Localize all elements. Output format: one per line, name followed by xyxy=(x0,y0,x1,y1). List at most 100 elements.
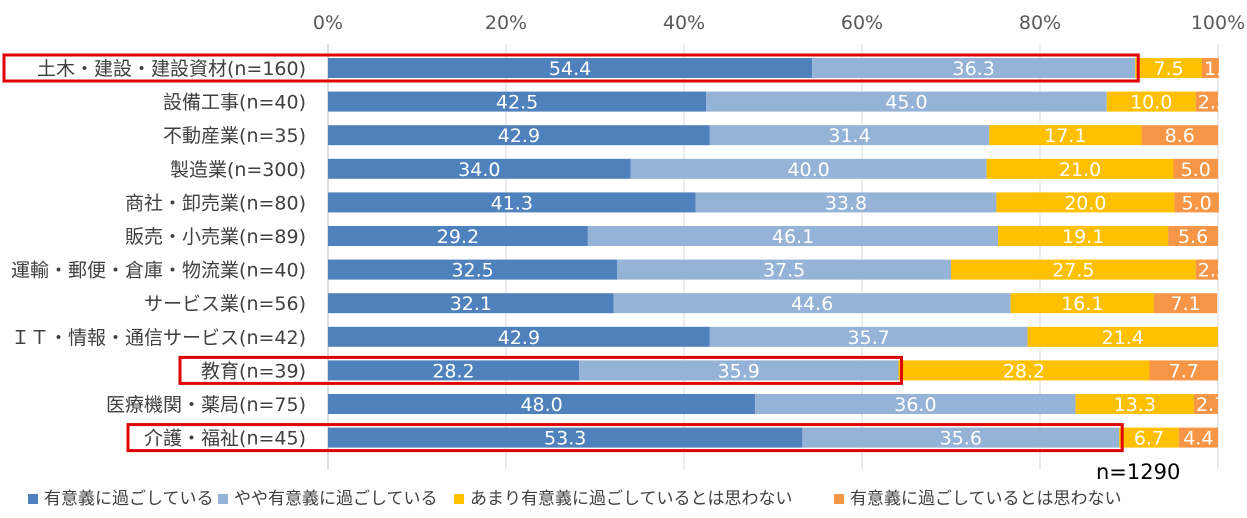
bar-segment xyxy=(1193,394,1218,414)
category-label: 土木・建設・建設資材(n=160) xyxy=(37,58,306,80)
data-label: 5.0 xyxy=(1182,192,1212,214)
bar-segment xyxy=(1174,192,1219,213)
bar-segment xyxy=(709,125,990,146)
bar-segment xyxy=(630,158,987,179)
highlight-boxes xyxy=(2,53,1140,453)
legend-label: あまり有意義に過ごしているとは思わない xyxy=(470,489,793,509)
data-label: 21.4 xyxy=(1102,327,1144,349)
x-tick-label: 60% xyxy=(841,12,883,34)
x-axis-ticks: 0% 20% 40% 60% 80% 100% xyxy=(313,12,1245,34)
legend-swatch xyxy=(218,494,228,504)
data-label: 2.5 xyxy=(1198,92,1228,114)
bar-segment xyxy=(328,293,614,314)
category-label: 医療機関・薬局(n=75) xyxy=(106,394,306,416)
category-label: ＩＴ・情報・通信サービス(n=42) xyxy=(11,327,306,349)
bars xyxy=(328,58,1219,448)
legend-swatch xyxy=(834,494,844,504)
category-label: 販売・小売業(n=89) xyxy=(125,226,306,248)
data-label: 40.0 xyxy=(787,159,829,181)
data-label: 6.7 xyxy=(1134,428,1164,450)
highlight-box xyxy=(126,423,1124,453)
data-label: 1.9 xyxy=(1204,58,1234,80)
data-label: 7.5 xyxy=(1153,58,1183,80)
highlight-box xyxy=(178,355,903,385)
x-tick-label: 100% xyxy=(1191,12,1245,34)
x-tick-label: 80% xyxy=(1019,12,1061,34)
bar-segment xyxy=(617,259,951,280)
bar-segment xyxy=(996,192,1175,213)
bar-segment xyxy=(1141,125,1218,146)
category-label: 教育(n=39) xyxy=(201,360,306,382)
bar-segment xyxy=(986,158,1174,179)
legend-label: 有意義に過ごしているとは思わない xyxy=(850,489,1122,509)
bar-segment xyxy=(1153,293,1218,314)
bar-segment xyxy=(1010,293,1154,314)
data-label: 35.7 xyxy=(848,327,890,349)
bar-segment xyxy=(1195,259,1218,280)
bar-segment xyxy=(328,125,710,146)
data-label: 5.0 xyxy=(1181,159,1211,181)
data-label: 29.2 xyxy=(437,226,479,248)
bar-segment xyxy=(328,91,707,112)
category-label: 介護・福祉(n=45) xyxy=(144,428,306,450)
category-labels: 土木・建設・建設資材(n=160) 設備工事(n=40) 不動産業(n=35) 製造業… xyxy=(11,58,306,450)
data-label: 35.6 xyxy=(940,428,982,450)
legend: 有意義に過ごしている やや有意義に過ごしている あまり有意義に過ごしているとは思わな… xyxy=(28,489,1122,509)
bar-segment xyxy=(989,125,1142,146)
data-label: 42.5 xyxy=(496,92,538,114)
bar-segment xyxy=(1119,427,1179,448)
data-label: 36.3 xyxy=(953,58,995,80)
category-label: サービス業(n=56) xyxy=(144,293,306,315)
category-label: 製造業(n=300) xyxy=(170,159,306,181)
data-label: 7.1 xyxy=(1170,293,1200,315)
bar-segment xyxy=(709,326,1028,347)
bar-segment xyxy=(328,158,631,179)
bar-segment xyxy=(998,226,1169,246)
data-label: 33.8 xyxy=(825,192,867,214)
legend-swatch xyxy=(28,494,38,504)
data-label: 17.1 xyxy=(1044,125,1086,147)
x-tick-label: 20% xyxy=(485,12,527,34)
data-label: 45.0 xyxy=(885,92,927,114)
bar-segment xyxy=(898,360,1150,381)
bar-segment xyxy=(328,360,579,381)
data-label: 2.7 xyxy=(1196,394,1226,416)
bar-segment xyxy=(328,192,696,213)
data-label: 19.1 xyxy=(1062,226,1104,248)
data-label: 37.5 xyxy=(763,260,805,282)
data-label: 8.6 xyxy=(1165,125,1195,147)
data-label: 21.0 xyxy=(1059,159,1101,181)
data-label: 42.9 xyxy=(498,327,540,349)
data-label: 7.7 xyxy=(1169,360,1199,382)
x-tick-label: 0% xyxy=(313,12,343,34)
data-label: 5.6 xyxy=(1178,226,1208,248)
bar-segment xyxy=(695,192,997,213)
bar-segment xyxy=(328,394,756,414)
bar-segment xyxy=(328,226,588,246)
category-label: 不動産業(n=35) xyxy=(163,125,306,147)
data-label: 53.3 xyxy=(544,428,586,450)
data-label: 28.2 xyxy=(1003,360,1045,382)
data-label: 20.0 xyxy=(1064,192,1106,214)
bar-segment xyxy=(1027,326,1218,347)
data-label: 4.4 xyxy=(1183,428,1213,450)
bar-segment xyxy=(578,360,899,381)
bar-segment xyxy=(1149,360,1218,381)
legend-swatch xyxy=(454,494,464,504)
data-label: 44.6 xyxy=(791,293,833,315)
category-label: 設備工事(n=40) xyxy=(163,92,306,114)
bar-segment xyxy=(328,259,618,280)
bar-segment xyxy=(328,427,803,448)
bar-segment xyxy=(1173,158,1218,179)
category-label: 運輸・郵便・倉庫・物流業(n=40) xyxy=(11,260,306,282)
data-label: 54.4 xyxy=(549,58,591,80)
bar-segment xyxy=(1168,226,1218,246)
bar-segment xyxy=(613,293,1011,314)
legend-label: やや有意義に過ごしている xyxy=(234,489,438,509)
bar-segment xyxy=(706,91,1107,112)
data-label: 42.9 xyxy=(498,125,540,147)
data-label: 31.4 xyxy=(828,125,870,147)
data-label: 41.3 xyxy=(491,192,533,214)
bar-segment xyxy=(1075,394,1194,414)
